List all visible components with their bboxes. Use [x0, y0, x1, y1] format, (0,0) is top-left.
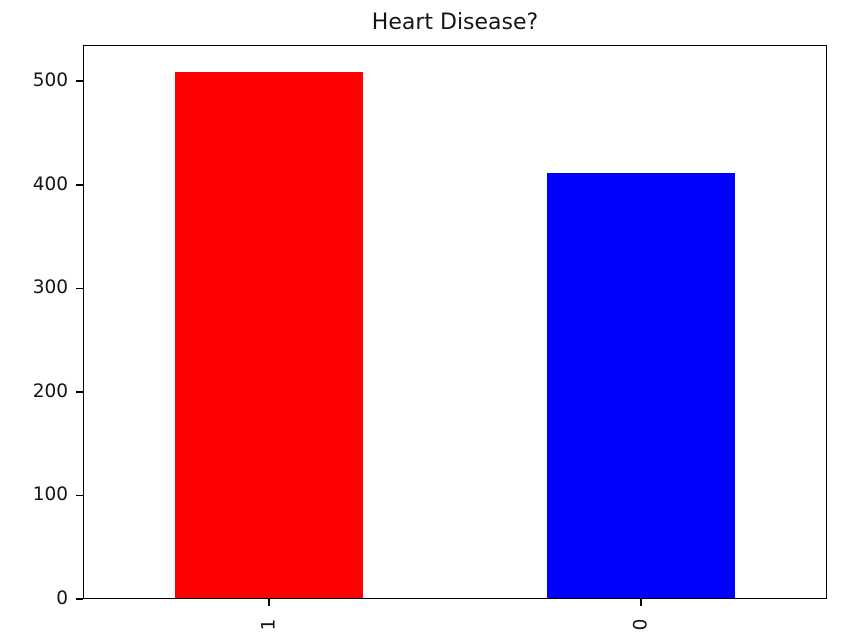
- y-tick-mark: [76, 287, 83, 290]
- y-tick-mark: [76, 184, 83, 186]
- y-tick-mark: [76, 598, 83, 600]
- x-tick-mark: [640, 599, 642, 606]
- x-tick-label-1: 1: [258, 618, 280, 630]
- chart-title: Heart Disease?: [371, 10, 539, 35]
- bar-1: [175, 71, 363, 599]
- y-tick-mark: [76, 391, 83, 393]
- plot-area: [83, 45, 827, 599]
- bar-0: [547, 173, 735, 599]
- y-tick-label: 300: [32, 277, 68, 299]
- x-tick-label-0: 0: [630, 618, 652, 630]
- y-tick-label: 0: [56, 588, 68, 609]
- x-tick-mark: [268, 599, 270, 606]
- y-tick-mark: [76, 494, 83, 497]
- y-tick-label: 200: [32, 380, 68, 402]
- y-tick-mark: [76, 80, 83, 82]
- y-tick-label: 100: [32, 484, 68, 506]
- y-tick-label: 400: [32, 173, 68, 195]
- y-tick-label: 500: [32, 70, 68, 92]
